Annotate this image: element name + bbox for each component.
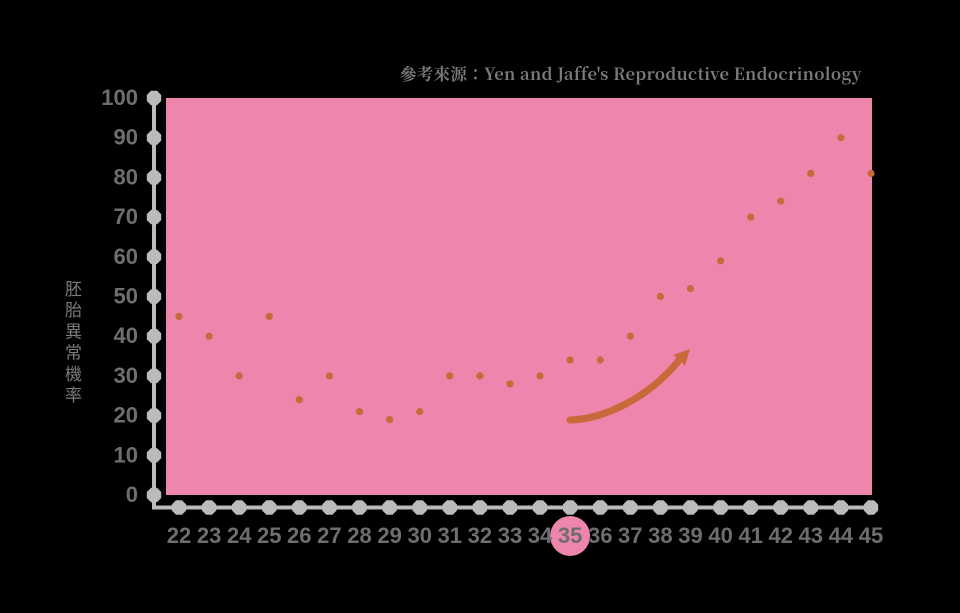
svg-text:25: 25 <box>257 523 281 548</box>
svg-text:43: 43 <box>799 523 823 548</box>
svg-text:0: 0 <box>126 482 138 507</box>
svg-text:28: 28 <box>347 523 371 548</box>
svg-text:60: 60 <box>114 244 138 269</box>
svg-text:23: 23 <box>197 523 221 548</box>
svg-text:29: 29 <box>377 523 401 548</box>
svg-text:50: 50 <box>114 284 138 309</box>
svg-text:90: 90 <box>114 125 138 150</box>
svg-text:80: 80 <box>114 164 138 189</box>
svg-text:20: 20 <box>114 403 138 428</box>
svg-text:10: 10 <box>114 442 138 467</box>
svg-text:44: 44 <box>829 523 854 548</box>
svg-text:27: 27 <box>317 523 341 548</box>
svg-text:33: 33 <box>498 523 522 548</box>
svg-text:24: 24 <box>227 523 252 548</box>
svg-text:40: 40 <box>708 523 732 548</box>
svg-text:36: 36 <box>588 523 612 548</box>
svg-text:41: 41 <box>738 523 762 548</box>
svg-text:70: 70 <box>114 204 138 229</box>
svg-text:32: 32 <box>468 523 492 548</box>
svg-text:100: 100 <box>101 85 138 110</box>
svg-text:35: 35 <box>558 523 582 548</box>
svg-text:30: 30 <box>114 363 138 388</box>
svg-text:38: 38 <box>648 523 672 548</box>
svg-text:34: 34 <box>528 523 553 548</box>
svg-text:26: 26 <box>287 523 311 548</box>
svg-text:45: 45 <box>859 523 883 548</box>
svg-text:37: 37 <box>618 523 642 548</box>
svg-text:22: 22 <box>167 523 191 548</box>
svg-text:39: 39 <box>678 523 702 548</box>
svg-text:40: 40 <box>114 323 138 348</box>
svg-text:31: 31 <box>438 523 462 548</box>
svg-text:30: 30 <box>407 523 431 548</box>
svg-text:42: 42 <box>768 523 792 548</box>
